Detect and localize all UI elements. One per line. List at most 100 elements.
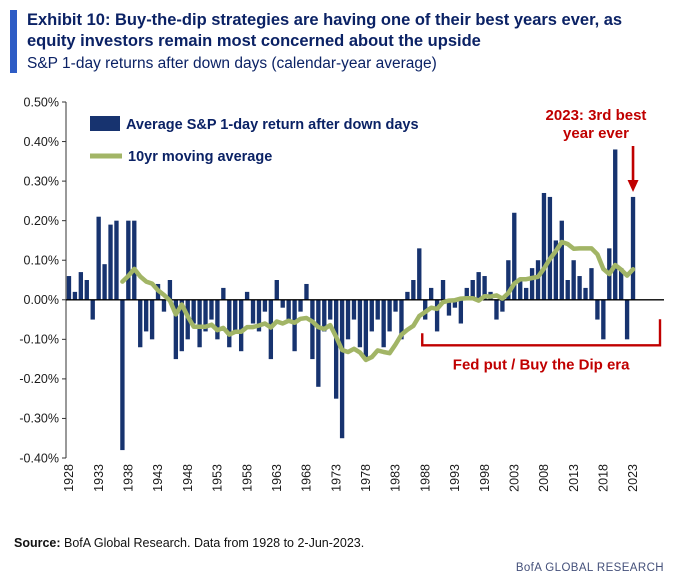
bar-1969 <box>310 299 315 360</box>
x-tick-label: 1958 <box>240 464 254 492</box>
bar-1974 <box>339 299 345 439</box>
x-tick-label: 2008 <box>537 464 551 492</box>
bar-2001 <box>500 299 505 312</box>
x-tick-label: 1998 <box>478 464 492 492</box>
bar-1944 <box>161 299 167 312</box>
bar-1972 <box>328 299 333 320</box>
x-tick-label: 1953 <box>211 464 225 492</box>
x-tick-label: 1938 <box>122 464 136 492</box>
bar-1966 <box>292 299 297 352</box>
bar-1978 <box>363 299 369 360</box>
best-year-arrow-head <box>627 180 639 192</box>
bar-1973 <box>333 299 339 399</box>
bar-1936 <box>114 220 119 300</box>
fed-put-bracket <box>421 319 662 347</box>
bar-1928 <box>66 276 72 300</box>
bar-2003 <box>512 212 517 300</box>
x-tick-label: 2023 <box>626 464 640 492</box>
bar-1994 <box>458 299 464 324</box>
bar-1985 <box>405 291 410 300</box>
bar-1941 <box>143 299 149 332</box>
bar-1951 <box>203 299 208 332</box>
bar-1932 <box>90 299 95 320</box>
moving-average-line <box>120 239 636 363</box>
bar-1938 <box>126 220 131 300</box>
bar-1998 <box>482 276 487 300</box>
bar-1996 <box>470 280 475 300</box>
bar-1934 <box>102 264 107 300</box>
bar-2007 <box>535 260 541 300</box>
bar-2004 <box>518 280 523 300</box>
chart-legend: Average S&P 1-day return after down days… <box>90 116 419 165</box>
x-tick-label: 1968 <box>300 464 314 492</box>
legend-bar-label: Average S&P 1-day return after down days <box>126 117 419 133</box>
bar-1946 <box>173 299 179 360</box>
bar-1939 <box>132 220 137 300</box>
bar-2017 <box>595 299 600 320</box>
bar-2021 <box>618 268 624 300</box>
y-axis-labels: 0.50% 0.40% 0.30% 0.20% 0.10% 0.00% -0.10% -0.2… <box>19 95 66 465</box>
bar-1952 <box>209 299 214 320</box>
y-tick-label: 0.20% <box>24 214 59 228</box>
returns-chart: 0.50% 0.40% 0.30% 0.20% 0.10% 0.00% -0.10% -0.2… <box>19 95 664 492</box>
bar-1933 <box>96 216 101 300</box>
source-text: BofA Global Research. Data from 1928 to … <box>60 536 365 550</box>
bar-2015 <box>583 287 588 300</box>
y-tick-label: 0.50% <box>24 95 59 109</box>
bar-1961 <box>262 299 268 312</box>
title-block: Exhibit 10: Buy-the-dip strategies are h… <box>27 10 670 73</box>
bar-1955 <box>227 299 232 348</box>
bar-1940 <box>138 299 143 348</box>
bar-1982 <box>387 299 392 332</box>
x-tick-label: 1963 <box>270 464 284 492</box>
bar-1929 <box>72 291 78 300</box>
bar-1968 <box>304 283 309 300</box>
y-tick-label: 0.30% <box>24 174 59 188</box>
bar-1980 <box>375 299 380 320</box>
bar-1987 <box>417 248 422 300</box>
x-tick-label: 1948 <box>181 464 195 492</box>
bar-1976 <box>351 299 357 320</box>
x-tick-label: 1978 <box>359 464 373 492</box>
bar-2000 <box>494 299 499 320</box>
bar-1984 <box>399 299 404 340</box>
bar-1967 <box>298 299 303 312</box>
bar-2018 <box>601 299 606 340</box>
bar-1993 <box>452 299 458 308</box>
legend-bar-swatch <box>90 116 120 131</box>
bar-2013 <box>571 260 576 300</box>
bar-2011 <box>559 220 564 300</box>
bar-1970 <box>316 299 321 387</box>
bar-1950 <box>197 299 202 348</box>
bar-1964 <box>280 299 285 308</box>
bar-1942 <box>149 299 155 340</box>
bar-2020 <box>613 149 618 300</box>
bar-2012 <box>565 280 570 300</box>
x-tick-label: 2013 <box>567 464 581 492</box>
bar-2016 <box>589 268 594 300</box>
bar-1997 <box>476 272 481 300</box>
bar-1931 <box>84 280 89 300</box>
bar-1991 <box>440 280 446 300</box>
bar-2010 <box>553 240 559 300</box>
bar-1979 <box>369 299 374 332</box>
x-tick-label: 1983 <box>389 464 403 492</box>
fed-put-label: Fed put / Buy the Dip era <box>453 356 630 373</box>
bar-1971 <box>322 299 327 332</box>
bar-1945 <box>167 280 173 300</box>
bar-1959 <box>250 299 256 324</box>
best-year-text-line2: year ever <box>563 125 629 142</box>
bar-1960 <box>256 299 262 332</box>
source-note: Source: BofA Global Research. Data from … <box>14 536 364 550</box>
x-tick-label: 2003 <box>507 464 521 492</box>
source-label: Source: <box>14 536 61 550</box>
bar-1956 <box>233 299 238 332</box>
exhibit-subtitle: S&P 1-day returns after down days (calen… <box>27 55 437 73</box>
accent-bar <box>10 10 17 74</box>
exhibit-header: Exhibit 10: Buy-the-dip strategies are h… <box>0 0 680 74</box>
bar-1981 <box>381 299 386 348</box>
bar-1935 <box>108 224 113 300</box>
bar-1986 <box>411 280 416 300</box>
bar-1937 <box>120 299 125 451</box>
